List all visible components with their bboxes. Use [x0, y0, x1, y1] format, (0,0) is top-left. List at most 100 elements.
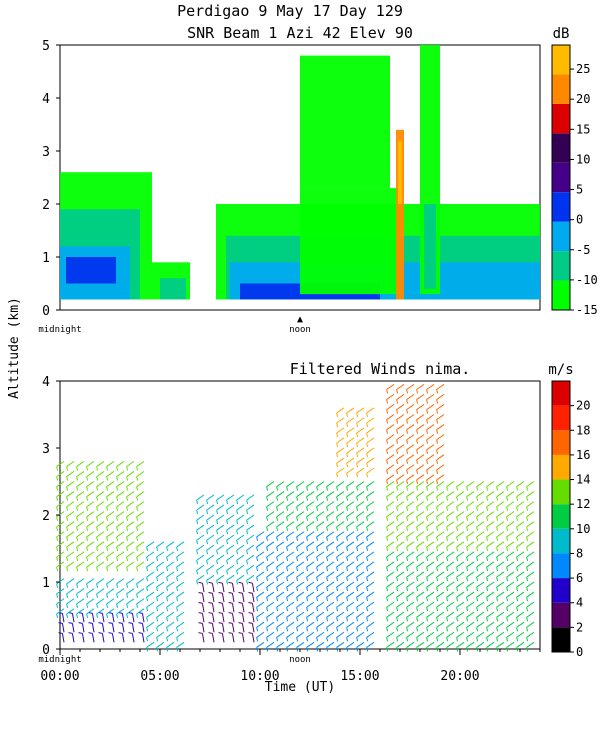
- wind-barb-flag: [66, 496, 69, 501]
- wind-barb-flag: [436, 637, 439, 642]
- wind-barb-staff: [466, 621, 475, 628]
- wind-barb-flag: [516, 587, 519, 592]
- wind-barb-staff: [56, 511, 65, 518]
- wind-barb-staff: [226, 554, 235, 561]
- wind-barb-flag: [66, 566, 69, 572]
- wind-barb-flag: [346, 506, 349, 511]
- wind-barb-staff: [266, 491, 275, 498]
- wind-barb-staff: [436, 641, 445, 648]
- wind-barb-flag: [366, 526, 369, 531]
- wind-barb-flag: [446, 627, 449, 632]
- wind-barb-staff: [386, 424, 395, 431]
- wind-barb-staff: [366, 491, 375, 498]
- wind-barb-staff: [286, 641, 295, 648]
- wind-barb-flag: [56, 476, 59, 481]
- wind-barb-flag: [366, 453, 369, 458]
- wind-barb-staff: [396, 601, 405, 608]
- wind-barb-flag: [326, 536, 329, 541]
- wind-barb-staff: [386, 601, 395, 608]
- wind-barb-staff: [226, 544, 235, 551]
- wind-barb-staff: [336, 551, 345, 558]
- wind-barb-flag: [126, 603, 129, 608]
- wind-barb-flag: [386, 409, 389, 414]
- wind-barb-flag: [176, 607, 179, 612]
- wind-barb-staff: [406, 591, 415, 598]
- wind-barb-flag: [516, 576, 519, 582]
- wind-barb-flag: [436, 516, 439, 521]
- wind-barb-flag: [228, 612, 233, 614]
- wind-barb-flag: [386, 429, 389, 434]
- wind-barb-staff: [106, 481, 115, 488]
- wind-barb-flag: [516, 546, 519, 551]
- wind-barb-flag: [106, 476, 109, 481]
- wind-barb-flag: [506, 566, 509, 572]
- wind-barb-flag: [496, 617, 499, 622]
- wind-barb-staff: [456, 481, 465, 488]
- wind-barb-flag: [216, 499, 219, 505]
- wind-barb-flag: [276, 536, 279, 541]
- wind-barb-staff: [506, 551, 515, 558]
- wind-barb-staff: [326, 541, 335, 548]
- wind-barb-staff: [306, 501, 315, 508]
- wind-barb-flag: [416, 526, 419, 531]
- winds-colorbar-tick-label: 18: [576, 423, 590, 437]
- wind-barb-staff: [356, 417, 365, 424]
- wind-barb-flag: [238, 591, 243, 594]
- wind-barb-staff: [486, 631, 495, 638]
- wind-barb-flag: [456, 526, 459, 531]
- wind-barb-staff: [426, 601, 435, 608]
- wind-barb-staff: [201, 613, 205, 623]
- wind-barb-flag: [406, 647, 409, 652]
- wind-barb-staff: [221, 603, 225, 613]
- wind-barb-flag: [316, 637, 319, 642]
- wind-barb-staff: [346, 481, 355, 488]
- wind-barb-staff: [136, 541, 145, 548]
- wind-barb-flag: [386, 627, 389, 632]
- wind-barb-staff: [106, 588, 115, 595]
- wind-barb-flag: [316, 546, 319, 551]
- wind-barb-flag: [116, 516, 119, 521]
- wind-barb-staff: [406, 491, 415, 498]
- wind-barb-flag: [276, 516, 279, 521]
- wind-barb-flag: [166, 576, 169, 582]
- wind-barb-flag: [128, 622, 133, 624]
- wind-barb-staff: [326, 591, 335, 598]
- wind-barb-flag: [296, 627, 299, 632]
- wind-barb-staff: [406, 561, 415, 568]
- wind-barb-flag: [106, 466, 109, 471]
- wind-barb-flag: [266, 486, 269, 491]
- wind-barb-flag: [276, 627, 279, 632]
- wind-barb-flag: [146, 637, 149, 642]
- wind-barb-flag: [346, 496, 349, 501]
- wind-barb-staff: [506, 621, 515, 628]
- winds-x-tick-label: 05:00: [140, 669, 179, 684]
- wind-barb-flag: [396, 516, 399, 521]
- wind-barb-staff: [306, 511, 315, 518]
- wind-barb-flag: [526, 566, 529, 572]
- wind-barb-staff: [466, 561, 475, 568]
- winds-x-tick-label: 10:00: [240, 669, 279, 684]
- wind-barb-staff: [356, 457, 365, 464]
- wind-barb-flag: [296, 506, 299, 511]
- wind-barb-flag: [228, 591, 233, 594]
- wind-barb-staff: [396, 631, 405, 638]
- wind-barb-staff: [251, 603, 255, 613]
- wind-barb-flag: [98, 632, 103, 634]
- title-line-1: Perdigao 9 May 17 Day 129: [177, 2, 403, 20]
- wind-barb-staff: [466, 491, 475, 498]
- wind-barb-staff: [356, 437, 365, 444]
- wind-barb-flag: [356, 566, 359, 572]
- wind-barb-flag: [466, 506, 469, 511]
- wind-barb-staff: [486, 491, 495, 498]
- wind-barb-staff: [436, 541, 445, 548]
- wind-barb-staff: [496, 601, 505, 608]
- wind-barb-staff: [66, 481, 75, 488]
- wind-barb-flag: [236, 520, 239, 525]
- wind-barb-staff: [506, 561, 515, 568]
- wind-barb-flag: [56, 556, 59, 562]
- wind-barb-staff: [516, 611, 525, 618]
- wind-barb-staff: [346, 571, 355, 578]
- wind-barb-staff: [486, 621, 495, 628]
- wind-barb-flag: [426, 409, 429, 414]
- wind-barb-staff: [296, 501, 305, 508]
